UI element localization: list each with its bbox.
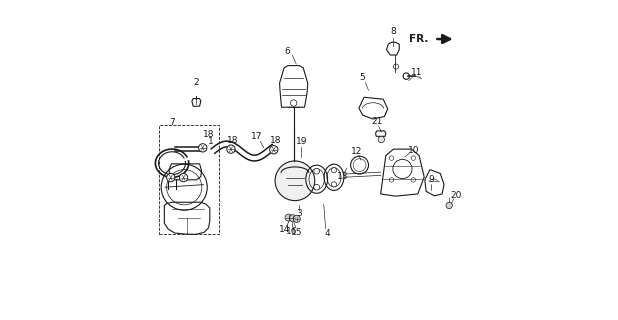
- Text: 16: 16: [286, 227, 297, 236]
- Circle shape: [411, 156, 415, 160]
- Text: 18: 18: [227, 136, 239, 145]
- Text: 8: 8: [390, 27, 396, 36]
- Circle shape: [378, 136, 384, 143]
- Text: 1: 1: [208, 137, 213, 146]
- Circle shape: [331, 182, 337, 187]
- Text: 15: 15: [291, 228, 303, 237]
- Text: 7: 7: [169, 118, 176, 127]
- Text: 20: 20: [451, 191, 462, 200]
- Bar: [159, 125, 219, 234]
- Text: 18: 18: [270, 136, 281, 145]
- Text: 12: 12: [351, 147, 363, 156]
- Text: 13: 13: [337, 172, 348, 181]
- Circle shape: [389, 156, 394, 160]
- Text: 4: 4: [324, 229, 330, 238]
- Circle shape: [314, 168, 320, 174]
- Circle shape: [179, 173, 188, 182]
- Text: 3: 3: [297, 209, 302, 218]
- Text: 17: 17: [252, 132, 263, 141]
- Text: 18: 18: [203, 130, 214, 139]
- Circle shape: [269, 146, 278, 154]
- Circle shape: [446, 202, 452, 209]
- Text: FR.: FR.: [408, 34, 428, 44]
- Text: 21: 21: [371, 117, 383, 126]
- Text: 10: 10: [408, 146, 420, 155]
- Circle shape: [227, 145, 235, 153]
- Text: 19: 19: [295, 137, 307, 146]
- Text: 2: 2: [193, 78, 199, 87]
- Circle shape: [314, 184, 320, 190]
- Text: 11: 11: [411, 68, 422, 77]
- Circle shape: [389, 178, 394, 182]
- Circle shape: [198, 144, 207, 152]
- Circle shape: [290, 100, 297, 106]
- Circle shape: [294, 215, 300, 222]
- Text: 9: 9: [428, 175, 434, 184]
- Circle shape: [275, 161, 315, 201]
- Circle shape: [411, 178, 415, 182]
- Text: 14: 14: [279, 225, 290, 234]
- Text: 5: 5: [359, 73, 365, 82]
- Circle shape: [167, 173, 175, 182]
- Circle shape: [285, 214, 292, 221]
- Circle shape: [289, 215, 297, 222]
- Circle shape: [331, 168, 337, 173]
- Text: 6: 6: [284, 47, 290, 56]
